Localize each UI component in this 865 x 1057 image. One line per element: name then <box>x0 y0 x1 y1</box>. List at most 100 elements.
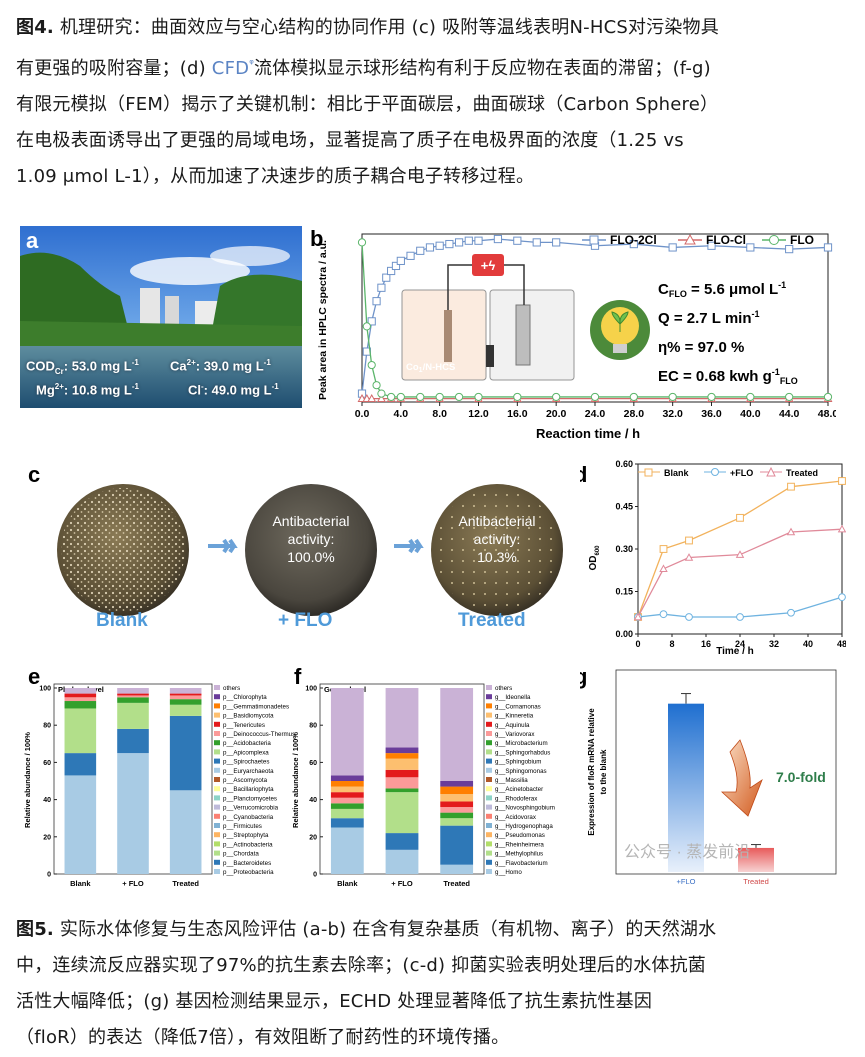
cfd-link[interactable]: CFD <box>211 58 250 79</box>
caption4-line5: 1.09 μmol L-1），从而加速了决速步的质子耦合电子转移过程。 <box>16 166 535 187</box>
panel-e-legend: others p__Chlorophyta p__Gemmatimonadetesp… <box>214 685 295 876</box>
stack-segment-g__Flavobacterium <box>330 818 364 828</box>
panel-f-marks <box>330 688 474 874</box>
data-point-Treated <box>735 550 745 558</box>
stack-segment-g__Novosphingobium <box>440 786 474 795</box>
reactor-label-sub: 1 <box>419 367 423 374</box>
data-point-FLO-2Cl <box>746 243 755 252</box>
watermark: 公众号 · 蒸发前沿 <box>624 843 750 861</box>
cod-val: : 53.0 mg L <box>63 358 132 374</box>
mg-unit-sup: -1 <box>131 382 139 391</box>
category-label: Treated <box>172 879 199 888</box>
stack-segment-g__Methylophilus <box>330 808 364 819</box>
data-point-FLO-2Cl <box>532 238 541 247</box>
legend-swatch <box>486 749 492 755</box>
x-tick-label: 0 <box>635 639 640 649</box>
legend-swatch <box>214 841 220 847</box>
legend-entry: p__Apicomplexa <box>223 749 269 756</box>
lake-photo: a CODCr: 53.0 mg L-1 Ca2+: 39.0 mg L-1 M… <box>20 226 302 408</box>
legend-entry: g__Novosphingobium <box>495 805 555 812</box>
lake-photo-art <box>20 226 302 408</box>
reactor-label: Co1/N-HCS <box>406 362 455 374</box>
stack-segment-others <box>64 688 97 694</box>
data-point-Blank <box>736 513 744 522</box>
panel-c-plates: c <box>28 462 563 616</box>
caption5-line1: 图5. 实际水体修复与生态风险评估 (a-b) 在含有复杂基质（有机物、离子）的… <box>16 912 852 948</box>
legend-swatch <box>214 731 220 736</box>
stack-segment-p__Streptophyta <box>117 695 149 698</box>
x-tick-label: 12.0 <box>468 408 489 420</box>
legend-swatch <box>214 721 220 727</box>
caption5-line1-text: 实际水体修复与生态风险评估 (a-b) 在含有复杂基质（有机物、离子）的天然湖水 <box>53 919 717 940</box>
cflo-sup: -1 <box>778 280 786 290</box>
ca-val: : 39.0 mg L <box>195 358 264 374</box>
legend-swatch <box>214 767 220 773</box>
plate-treated-caption: Treated <box>458 610 526 631</box>
legend-swatch <box>486 685 492 690</box>
data-point-FLO <box>513 392 522 402</box>
y-tick-label: 80 <box>309 723 317 730</box>
stack-segment-p__Proteobacteria <box>117 753 149 874</box>
legend-entry: p__Bacillariophyta <box>223 786 274 793</box>
legend-swatch <box>486 795 492 801</box>
legend-entry: p__Proteobacteria <box>223 869 274 876</box>
panel-e-axes: 0 20 40 60 80 100 Blank + FLO Treated <box>39 686 199 889</box>
panel-d-ylabel: OD600 <box>588 545 601 571</box>
caption5-line4: （floR）的表达（降低7倍），有效阻断了耐药性的环境传播。 <box>16 1027 510 1048</box>
data-point-FLO-2Cl <box>372 297 381 306</box>
data-point-FLO-2Cl <box>445 239 454 249</box>
panel-g-chart: g +FLO Treated 7.0-fold Expression of flo… <box>580 664 837 886</box>
y-tick-label: 0.00 <box>615 629 633 639</box>
stack-segment-g__Flavobacterium <box>440 825 474 865</box>
data-point-Blank <box>685 536 693 545</box>
stack-segment-others <box>330 688 364 776</box>
panel-b-chart: b 0.0 4.0 8.0 12.0 16.0 20.0 24.0 28.0 32.0 36.0 4… <box>310 226 836 441</box>
data-point-FLO <box>823 392 833 402</box>
legend-blank: Blank <box>664 468 690 478</box>
stack-segment-g__Methylophilus <box>385 792 419 834</box>
plate-flo-line3: 100.0% <box>287 549 335 565</box>
stack-segment-others <box>117 688 149 694</box>
x-tick-label: 16.0 <box>507 408 528 420</box>
legend-flo: FLO <box>790 233 814 247</box>
cl-unit-sup: -1 <box>271 382 279 391</box>
x-tick-label: 40 <box>803 639 813 649</box>
cl-value: Cl-: 49.0 mg L-1 <box>188 382 279 397</box>
y-tick-label: 0.60 <box>615 459 633 469</box>
data-point-FLO <box>785 392 794 402</box>
legend-swatch <box>486 731 492 736</box>
ca-value: Ca2+: 39.0 mg L-1 <box>170 358 271 373</box>
legend-swatch <box>486 712 492 718</box>
panel-e-marks <box>64 688 202 874</box>
y-tick-label: 60 <box>309 760 317 767</box>
y-tick-label: 100 <box>305 686 317 693</box>
legend-swatch <box>486 841 492 847</box>
cod-sub: Cr <box>54 366 64 376</box>
data-point-+FLO <box>787 608 795 617</box>
stack-segment-g__Hydrogenophaga <box>385 769 419 778</box>
legend-entry: g__Acidovorax <box>495 814 537 821</box>
stack-segment-g__Rheinheimera <box>440 812 474 819</box>
legend-swatch <box>486 777 492 782</box>
stack-segment-p__Proteobacteria <box>169 790 202 874</box>
legend-entry: g__Kinneretia <box>495 713 534 720</box>
plate-blank-caption: Blank <box>96 610 148 631</box>
data-point-FLO <box>362 322 371 331</box>
x-tick-label: 20.0 <box>546 408 567 420</box>
data-point-FLO-2Cl <box>513 236 522 245</box>
stack-segment-p__Streptophyta <box>64 697 97 702</box>
legend-swatch <box>486 758 492 764</box>
data-point-FLO-2Cl <box>396 256 405 265</box>
legend-swatch <box>214 804 220 810</box>
ec-sup: -1 <box>772 367 780 377</box>
legend-swatch <box>214 758 220 764</box>
x-tick-label: 16 <box>701 639 711 649</box>
plate-treated <box>431 484 563 616</box>
stack-segment-p__Bacteroidetes <box>169 715 202 791</box>
legend-entry: p__Cyanobacteria <box>223 814 274 821</box>
search-icon[interactable]: ᵠ <box>249 57 254 70</box>
series-line-FLO-2Cl <box>361 238 829 394</box>
stack-segment-g__Hydrogenophaga <box>440 801 474 808</box>
caption4-line1-text: 机理研究：曲面效应与空心结构的协同作用 (c) 吸附等温线表明N-HCS对污染物… <box>53 17 719 38</box>
legend-entry: g__Microbacterium <box>495 740 548 747</box>
